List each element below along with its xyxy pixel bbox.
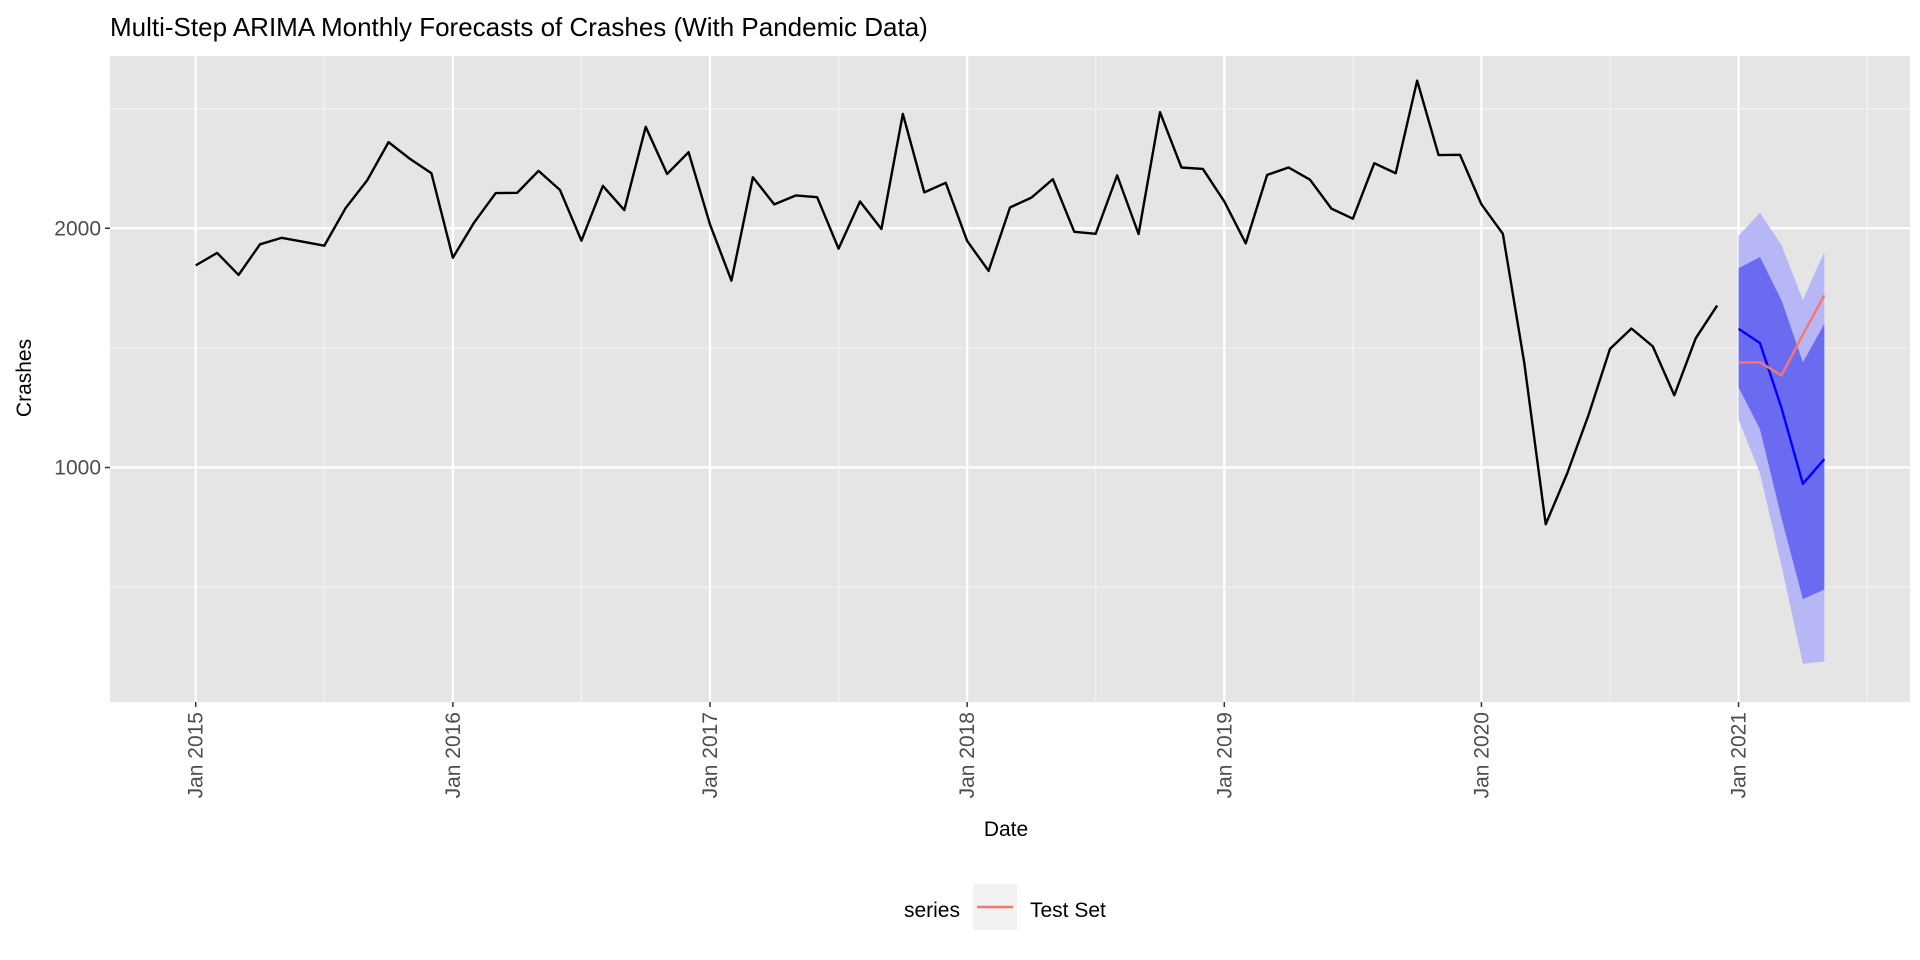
legend-label-test-set: Test Set	[1030, 899, 1106, 922]
y-axis: 1000 2000	[54, 217, 110, 480]
x-tick-label: Jan 2020	[1470, 712, 1493, 798]
series-lines	[195, 79, 1826, 526]
x-tick-label: Jan 2016	[442, 712, 465, 798]
minor-gridlines	[110, 56, 1910, 702]
x-tick-label: Jan 2017	[699, 712, 722, 798]
chart-title: Multi-Step ARIMA Monthly Forecasts of Cr…	[110, 12, 928, 42]
y-tick-label: 1000	[54, 457, 101, 480]
x-axis-title: Date	[984, 818, 1028, 841]
x-tick-label: Jan 2015	[185, 712, 208, 798]
y-tick-label: 2000	[54, 217, 101, 240]
y-axis-title: Crashes	[13, 339, 36, 417]
x-tick-label: Jan 2021	[1728, 712, 1751, 798]
legend-title: series	[904, 899, 960, 922]
series-line-test-set	[1738, 294, 1826, 377]
plot-panel	[110, 56, 1910, 702]
major-gridlines	[110, 56, 1910, 702]
x-tick-label: Jan 2018	[956, 712, 979, 798]
x-tick-label: Jan 2019	[1213, 712, 1236, 798]
series-line-forecast	[1737, 327, 1826, 485]
x-axis: Jan 2015 Jan 2016 Jan 2017 Jan 2018 Jan 2019…	[185, 702, 1751, 798]
series-line-history	[195, 79, 1719, 526]
legend: series Test Set	[904, 884, 1106, 930]
